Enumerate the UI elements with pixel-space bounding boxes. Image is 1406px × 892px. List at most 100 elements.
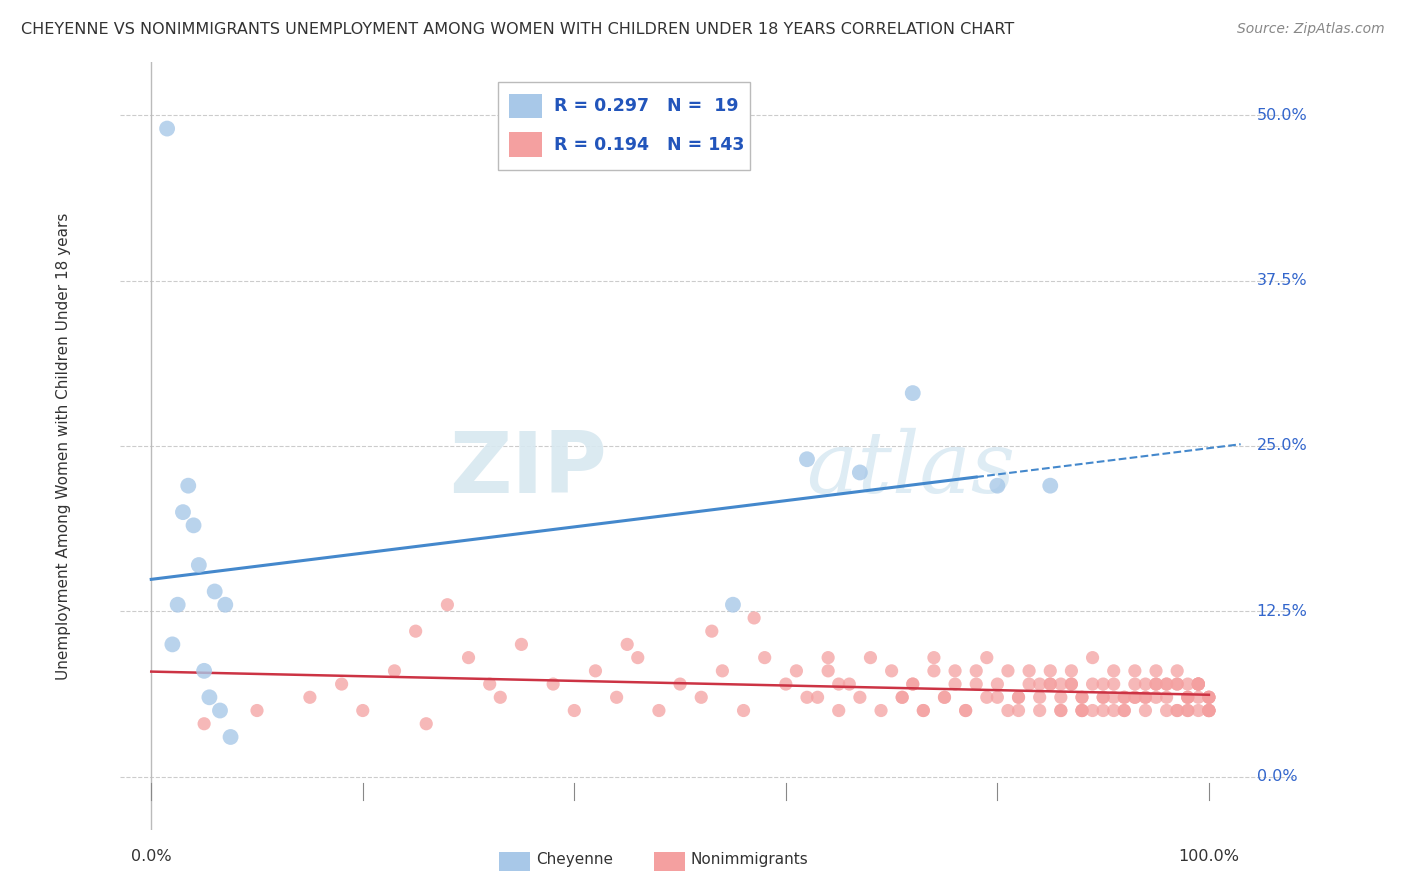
Point (986, 478, 1008, 492)
Text: 0.0%: 0.0% (131, 849, 172, 864)
Point (1123, 690, 1146, 705)
Point (1018, 664, 1040, 678)
Text: ZIP: ZIP (449, 427, 607, 510)
Point (1198, 690, 1220, 705)
Point (162, 637, 184, 651)
Point (817, 664, 839, 678)
Point (912, 704, 935, 718)
Point (1198, 690, 1220, 705)
Point (880, 664, 903, 678)
Point (997, 704, 1019, 718)
Point (1187, 677, 1209, 691)
Point (700, 624, 723, 639)
Point (1177, 704, 1199, 718)
Point (1144, 664, 1167, 678)
Point (1102, 664, 1125, 678)
Point (943, 664, 966, 678)
FancyBboxPatch shape (509, 94, 543, 119)
FancyBboxPatch shape (509, 132, 543, 157)
Point (1028, 677, 1050, 691)
Point (478, 677, 501, 691)
Point (817, 650, 839, 665)
Point (214, 598, 236, 612)
Point (828, 677, 851, 691)
Point (1071, 704, 1094, 718)
Point (1092, 677, 1115, 691)
Point (1050, 704, 1073, 718)
Point (711, 664, 734, 678)
Point (246, 704, 269, 718)
Point (901, 386, 924, 401)
Point (775, 677, 797, 691)
Point (1166, 677, 1188, 691)
Point (922, 650, 945, 665)
Point (1028, 690, 1050, 705)
Point (1144, 677, 1167, 691)
Point (742, 611, 765, 625)
Text: Source: ZipAtlas.com: Source: ZipAtlas.com (1237, 22, 1385, 37)
Point (1050, 677, 1073, 691)
Point (648, 704, 671, 718)
Point (1187, 704, 1209, 718)
Point (1166, 704, 1188, 718)
Point (172, 505, 194, 519)
Text: Cheyenne: Cheyenne (536, 853, 613, 867)
Point (901, 677, 924, 691)
Point (1081, 677, 1104, 691)
Point (943, 677, 966, 691)
Point (585, 664, 607, 678)
Point (1039, 677, 1062, 691)
Point (330, 677, 353, 691)
Point (193, 664, 215, 678)
Point (1187, 690, 1209, 705)
Point (1071, 690, 1094, 705)
Point (806, 690, 828, 705)
Point (1071, 690, 1094, 705)
Point (1123, 690, 1146, 705)
Point (1071, 704, 1094, 718)
Text: 0.0%: 0.0% (1257, 769, 1298, 784)
Point (1060, 664, 1083, 678)
Point (1198, 704, 1220, 718)
Point (976, 650, 998, 665)
Point (1187, 677, 1209, 691)
Point (1028, 704, 1050, 718)
Text: 37.5%: 37.5% (1257, 273, 1308, 288)
Point (1177, 704, 1199, 718)
Point (405, 624, 427, 639)
Point (1144, 690, 1167, 705)
Point (1156, 677, 1178, 691)
Point (183, 518, 205, 533)
Text: 25.0%: 25.0% (1257, 439, 1308, 453)
Point (1039, 677, 1062, 691)
Point (1071, 704, 1094, 718)
Point (1156, 690, 1178, 705)
Point (849, 466, 872, 480)
Point (1114, 704, 1136, 718)
Point (156, 121, 179, 136)
Point (177, 478, 200, 492)
Point (606, 690, 628, 705)
Point (616, 637, 638, 651)
Text: 12.5%: 12.5% (1257, 604, 1308, 619)
Point (187, 558, 209, 572)
Point (1123, 677, 1146, 691)
Point (457, 650, 479, 665)
Point (922, 664, 945, 678)
Point (627, 650, 650, 665)
Point (849, 690, 872, 705)
Point (1102, 677, 1125, 691)
Point (1177, 690, 1199, 705)
Point (859, 650, 882, 665)
Point (912, 704, 935, 718)
Point (1018, 677, 1040, 691)
Point (204, 584, 226, 599)
Point (208, 704, 231, 718)
Text: R = 0.297   N =  19: R = 0.297 N = 19 (554, 97, 738, 115)
Point (1081, 650, 1104, 665)
Point (541, 677, 564, 691)
Point (1135, 677, 1157, 691)
Point (1039, 664, 1062, 678)
Point (1198, 704, 1220, 718)
Point (1156, 704, 1178, 718)
